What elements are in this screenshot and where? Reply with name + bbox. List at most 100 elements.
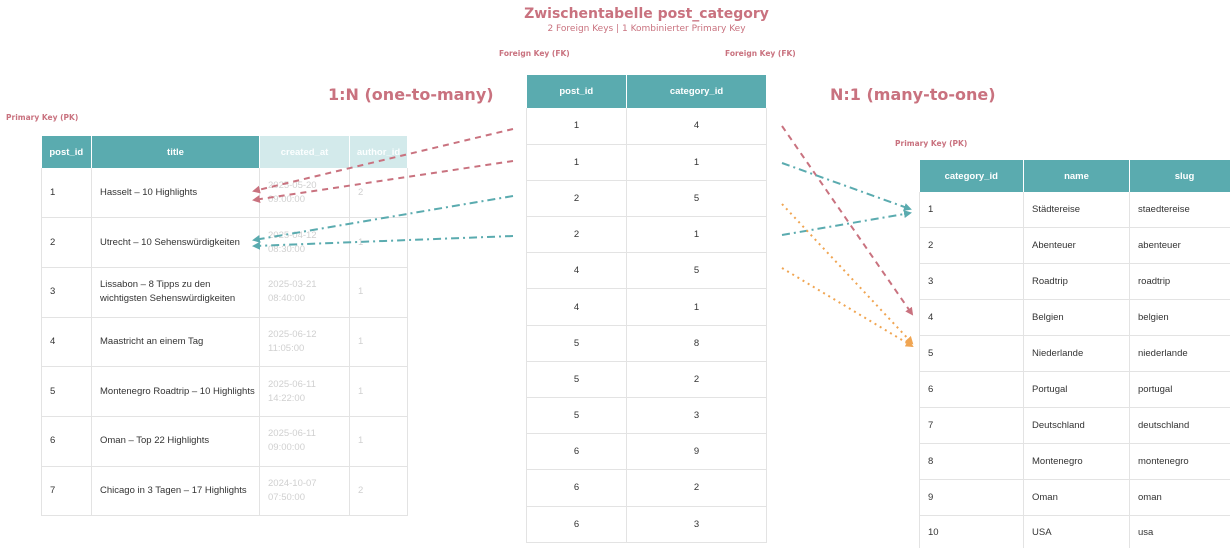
post-created-at-cell: 2025-04-12 08:30:00 xyxy=(259,217,350,268)
category-slug-cell: oman xyxy=(1129,479,1230,516)
post-created-at-cell: 2025-06-12 11:05:00 xyxy=(259,317,350,368)
pc-post-id-cell: 4 xyxy=(526,288,627,326)
category-row: 5 Niederlande niederlande xyxy=(919,335,1230,372)
post-title-cell: Oman – Top 22 Highlights xyxy=(91,416,260,467)
pk-label-categories: Primary Key (PK) xyxy=(895,139,968,148)
pc-category-id-cell: 1 xyxy=(626,288,767,326)
pc-post-id-cell: 1 xyxy=(526,108,627,145)
pc-category-id-cell: 5 xyxy=(626,252,767,290)
relation-label-one-to-many: 1:N (one-to-many) xyxy=(328,85,494,104)
category-row: 6 Portugal portugal xyxy=(919,371,1230,408)
post-author-id-cell: 2 xyxy=(349,466,408,517)
category-slug-cell: deutschland xyxy=(1129,407,1230,444)
category-id-cell: 7 xyxy=(919,407,1024,444)
posts-header-row: post_id title created_at author_id xyxy=(41,136,408,168)
category-row: 2 Abenteuer abenteuer xyxy=(919,227,1230,265)
category-id-cell: 10 xyxy=(919,515,1024,548)
pc-post-id-cell: 1 xyxy=(526,144,627,181)
diagram-title: Zwischentabelle post_category xyxy=(524,6,769,22)
post-created-at-cell: 2025-03-21 08:40:00 xyxy=(259,267,350,318)
post-title-cell: Lissabon – 8 Tipps zu den wichtigsten Se… xyxy=(91,267,260,318)
posts-col-author-id: author_id xyxy=(349,136,408,168)
post-created-at-cell: 2024-10-07 07:50:00 xyxy=(259,466,350,517)
post-title-cell: Montenegro Roadtrip – 10 Highlights xyxy=(91,366,260,417)
category-name-cell: Deutschland xyxy=(1023,407,1130,444)
fk-label-post-id: Foreign Key (FK) xyxy=(499,49,570,58)
pc-category-id-cell: 8 xyxy=(626,325,767,362)
posts-col-post-id: post_id xyxy=(41,136,92,168)
category-name-cell: Niederlande xyxy=(1023,335,1130,372)
category-id-cell: 4 xyxy=(919,299,1024,337)
category-row: 10 USA usa xyxy=(919,515,1230,548)
pc-post-id-cell: 4 xyxy=(526,252,627,290)
post-id-cell: 6 xyxy=(41,416,92,467)
posts-col-title: title xyxy=(91,136,260,168)
category-name-cell: Oman xyxy=(1023,479,1130,516)
categories-table: category_id name slug 1 Städtereise staedt… xyxy=(919,160,1230,548)
pc-col-post-id: post_id xyxy=(526,75,627,108)
post-title-cell: Hasselt – 10 Highlights xyxy=(91,168,260,219)
category-row: 1 Städtereise staedtereise xyxy=(919,192,1230,229)
posts-row: 6 Oman – Top 22 Highlights 2025-06-11 09:00… xyxy=(41,416,408,467)
post-id-cell: 1 xyxy=(41,168,92,219)
category-row: 7 Deutschland deutschland xyxy=(919,407,1230,444)
pc-post-id-cell: 2 xyxy=(526,216,627,254)
pc-col-category-id: category_id xyxy=(626,75,767,108)
fk-label-category-id: Foreign Key (FK) xyxy=(725,49,796,58)
posts-row: 7 Chicago in 3 Tagen – 17 Highlights 2024-… xyxy=(41,466,408,517)
posts-table: post_id title created_at author_id 1 Hass… xyxy=(41,136,408,517)
post-title-cell: Maastricht an einem Tag xyxy=(91,317,260,368)
pc-category-id-cell: 1 xyxy=(626,216,767,254)
category-row: 8 Montenegro montenegro xyxy=(919,443,1230,480)
category-name-cell: Belgien xyxy=(1023,299,1130,337)
category-row: 9 Oman oman xyxy=(919,479,1230,516)
arrow-pc-to-category-1-b xyxy=(781,210,912,236)
category-id-cell: 8 xyxy=(919,443,1024,480)
pc-post-id-cell: 5 xyxy=(526,325,627,362)
category-slug-cell: montenegro xyxy=(1129,443,1230,480)
post-author-id-cell: 1 xyxy=(349,217,408,268)
post-author-id-cell: 2 xyxy=(349,168,408,219)
pc-category-id-cell: 2 xyxy=(626,469,767,507)
pc-post-id-cell: 6 xyxy=(526,433,627,471)
post-title-cell: Chicago in 3 Tagen – 17 Highlights xyxy=(91,466,260,517)
arrow-pc-to-category-5-b xyxy=(781,267,914,348)
relation-label-many-to-one: N:1 (many-to-one) xyxy=(830,85,996,104)
posts-row: 1 Hasselt – 10 Highlights 2025-05-20 09:00:… xyxy=(41,168,408,219)
category-slug-cell: belgien xyxy=(1129,299,1230,337)
arrow-pc-to-category-1-a xyxy=(781,162,912,211)
pc-post-id-cell: 6 xyxy=(526,506,627,543)
pc-category-id-cell: 3 xyxy=(626,506,767,543)
post-id-cell: 2 xyxy=(41,217,92,268)
category-slug-cell: usa xyxy=(1129,515,1230,548)
category-row: 3 Roadtrip roadtrip xyxy=(919,263,1230,301)
diagram-subtitle: 2 Foreign Keys | 1 Kombinierter Primary … xyxy=(547,24,746,34)
post-created-at-cell: 2025-05-20 09:00:00 xyxy=(259,168,350,219)
category-id-cell: 1 xyxy=(919,192,1024,229)
post-id-cell: 7 xyxy=(41,466,92,517)
post-category-header-row: post_id category_id xyxy=(526,75,767,108)
category-row: 4 Belgien belgien xyxy=(919,299,1230,337)
category-slug-cell: portugal xyxy=(1129,371,1230,408)
post-author-id-cell: 1 xyxy=(349,416,408,467)
category-name-cell: USA xyxy=(1023,515,1130,548)
pc-post-id-cell: 5 xyxy=(526,397,627,435)
category-name-cell: Abenteuer xyxy=(1023,227,1130,265)
post-created-at-cell: 2025-06-11 14:22:00 xyxy=(259,366,350,417)
category-name-cell: Städtereise xyxy=(1023,192,1130,229)
category-slug-cell: niederlande xyxy=(1129,335,1230,372)
pc-category-id-cell: 2 xyxy=(626,361,767,399)
posts-row: 5 Montenegro Roadtrip – 10 Highlights 2025… xyxy=(41,366,408,417)
post-author-id-cell: 1 xyxy=(349,267,408,318)
posts-col-created-at: created_at xyxy=(259,136,350,168)
category-id-cell: 9 xyxy=(919,479,1024,516)
